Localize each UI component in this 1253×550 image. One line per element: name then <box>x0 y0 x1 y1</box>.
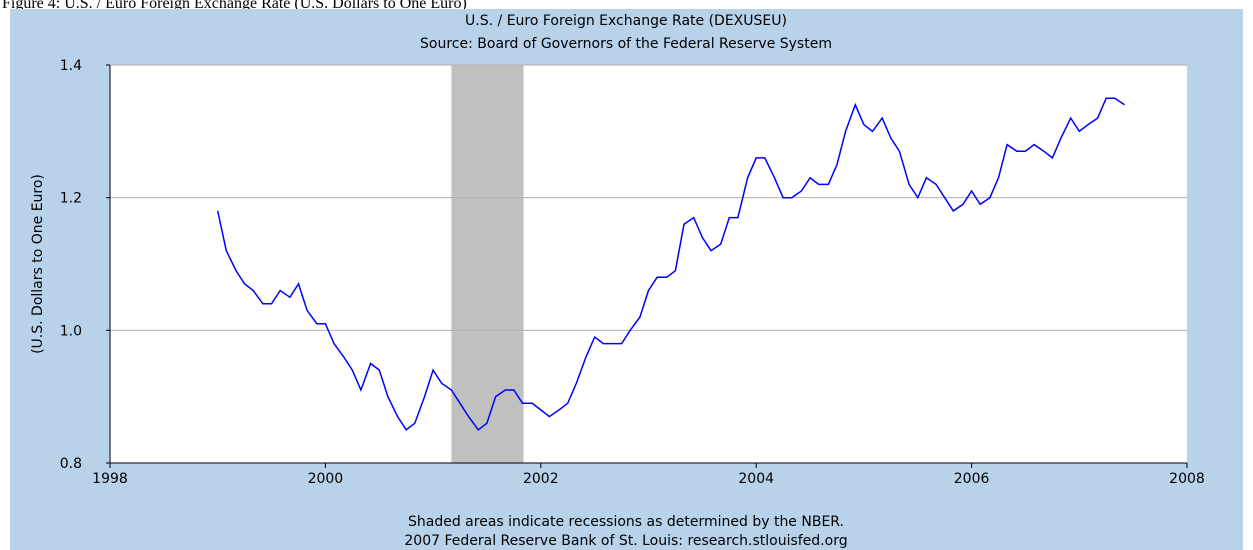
y-tick-label: 1.2 <box>60 191 82 207</box>
x-tick-label: 1998 <box>92 471 128 487</box>
series-line <box>216 97 1125 431</box>
chart-subtitle: Source: Board of Governors of the Federa… <box>420 36 832 52</box>
y-tick-label: 1.4 <box>60 58 82 74</box>
y-tick-label: 1.0 <box>60 323 82 339</box>
x-tick-label: 2008 <box>1169 471 1205 487</box>
x-tick-label: 2006 <box>954 471 990 487</box>
y-axis-label: (U.S. Dollars to One Euro) <box>30 174 46 354</box>
x-tick-label: 2004 <box>738 471 774 487</box>
y-tick-label: 0.8 <box>60 456 82 472</box>
plot-area <box>110 65 1187 463</box>
recession-shade <box>451 65 524 463</box>
x-tick-label: 2002 <box>523 471 559 487</box>
footnote: Shaded areas indicate recessions as dete… <box>408 514 844 530</box>
footnote: 2007 Federal Reserve Bank of St. Louis: … <box>404 533 847 549</box>
chart-title: U.S. / Euro Foreign Exchange Rate (DEXUS… <box>465 13 787 29</box>
x-tick-label: 2000 <box>308 471 344 487</box>
